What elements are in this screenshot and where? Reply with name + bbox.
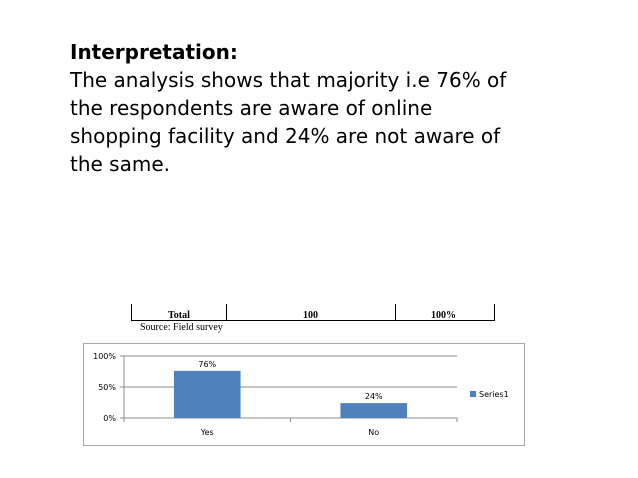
bar-no	[340, 403, 408, 418]
interpretation-heading: Interpretation:	[70, 40, 238, 64]
interpretation-line-3: shopping facility and 24% are not aware …	[70, 124, 501, 148]
bar-chart: 0% 50% 100% 76% Yes 24% No Series1	[83, 343, 525, 446]
interpretation-line-2: the respondents are aware of online	[70, 96, 433, 120]
interpretation-line-1: The analysis shows that majority i.e 76%…	[70, 68, 507, 92]
table-divider	[494, 304, 495, 321]
chart-svg: 0% 50% 100% 76% Yes 24% No Series1	[93, 352, 509, 437]
table-cell-total: Total	[168, 310, 190, 321]
table-divider	[131, 304, 132, 321]
y-tick-label: 0%	[103, 414, 116, 423]
legend-label: Series1	[479, 390, 509, 399]
table-divider	[226, 304, 227, 321]
table-cell-percent: 100%	[431, 310, 456, 321]
data-table-fragment: Total 100 100%	[131, 304, 495, 321]
legend-swatch	[470, 391, 476, 397]
table-rule	[131, 320, 495, 321]
data-label: 76%	[198, 360, 216, 369]
y-tick-label: 100%	[93, 352, 116, 361]
bar-yes	[173, 370, 241, 418]
data-label: 24%	[365, 392, 383, 401]
interpretation-line-4: the same.	[70, 152, 170, 176]
y-tick-label: 50%	[98, 383, 116, 392]
source-note: Source: Field survey	[140, 322, 223, 333]
category-label: No	[368, 428, 379, 437]
category-label: Yes	[200, 428, 214, 437]
table-cell-count: 100	[303, 310, 318, 321]
interpretation-text: Interpretation: The analysis shows that …	[70, 38, 540, 178]
table-divider	[395, 304, 396, 321]
